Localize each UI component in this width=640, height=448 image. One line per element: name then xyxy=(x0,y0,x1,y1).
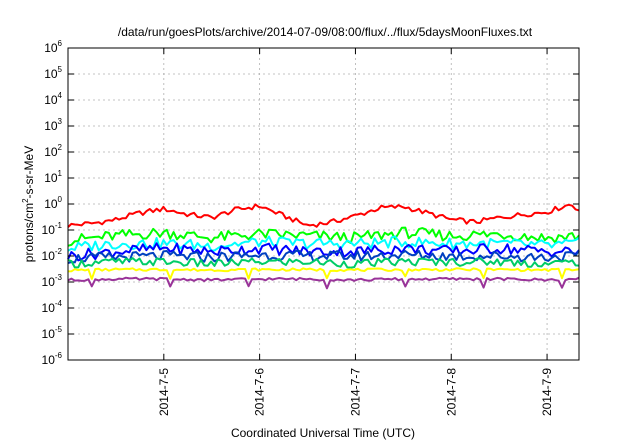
y-tick-base: 10 xyxy=(42,249,56,263)
y-tick-exponent: 6 xyxy=(58,39,63,48)
y-tick-label: 10-2 xyxy=(42,247,63,263)
y-axis-label-main: protons/cm xyxy=(22,203,36,262)
y-tick-label: 106 xyxy=(44,39,62,55)
y-tick-exponent: -1 xyxy=(55,221,63,230)
y-axis-label-rest: -s-sr-MeV xyxy=(22,146,36,199)
y-tick-base: 10 xyxy=(44,119,58,133)
y-tick-base: 10 xyxy=(42,275,56,289)
y-tick-exponent: 2 xyxy=(58,143,63,152)
y-tick-base: 10 xyxy=(42,223,56,237)
chart-title: /data/run/goesPlots/archive/2014-07-09/0… xyxy=(118,25,533,39)
x-tick-label: 2014-7-6 xyxy=(253,368,267,416)
y-tick-label: 100 xyxy=(44,195,62,211)
y-axis-label-superscript: 2 xyxy=(21,198,30,203)
y-axis-label: protons/cm2-s-sr-MeV xyxy=(21,146,36,262)
y-tick-label: 10-4 xyxy=(42,299,63,315)
y-tick-label: 104 xyxy=(44,91,62,107)
y-tick-label: 101 xyxy=(44,169,62,185)
y-tick-label: 103 xyxy=(44,117,62,133)
y-tick-base: 10 xyxy=(42,353,56,367)
y-tick-exponent: 1 xyxy=(58,169,63,178)
y-tick-label: 10-6 xyxy=(42,351,63,367)
y-tick-exponent: 4 xyxy=(58,91,63,100)
y-tick-label: 10-5 xyxy=(42,325,63,341)
series-line xyxy=(67,249,580,265)
series-line xyxy=(67,226,580,247)
y-tick-base: 10 xyxy=(44,67,58,81)
y-tick-exponent: 3 xyxy=(58,117,63,126)
x-tick-label: 2014-7-9 xyxy=(540,368,554,416)
y-tick-base: 10 xyxy=(44,145,58,159)
y-tick-base: 10 xyxy=(44,93,58,107)
y-tick-base: 10 xyxy=(42,301,56,315)
y-tick-exponent: -3 xyxy=(55,273,63,282)
y-tick-exponent: -2 xyxy=(55,247,63,256)
grid-lines xyxy=(68,48,579,360)
y-tick-exponent: 0 xyxy=(58,195,63,204)
series-line xyxy=(67,276,580,290)
y-tick-base: 10 xyxy=(44,41,58,55)
y-axis-ticks: 10-610-510-410-310-210-11001011021031041… xyxy=(42,39,579,367)
y-tick-exponent: 5 xyxy=(58,65,63,74)
y-tick-label: 102 xyxy=(44,143,62,159)
x-axis-label: Coordinated Universal Time (UTC) xyxy=(231,426,415,440)
series-line xyxy=(67,203,580,228)
y-tick-exponent: -4 xyxy=(55,299,63,308)
x-axis-ticks: 2014-7-5 2014-7-6 2014-7-7 2014-7-8 2014-7-9 xyxy=(157,48,554,416)
x-tick-label: 2014-7-8 xyxy=(444,368,458,416)
y-tick-label: 10-3 xyxy=(42,273,63,289)
y-tick-exponent: -5 xyxy=(55,325,63,334)
x-tick-label: 2014-7-7 xyxy=(348,368,362,416)
y-tick-label: 10-1 xyxy=(42,221,63,237)
x-tick-label: 2014-7-5 xyxy=(157,368,171,416)
y-tick-base: 10 xyxy=(44,171,58,185)
series-lines xyxy=(67,203,580,290)
y-tick-label: 105 xyxy=(44,65,62,81)
y-tick-base: 10 xyxy=(42,327,56,341)
y-tick-base: 10 xyxy=(44,197,58,211)
y-tick-exponent: -6 xyxy=(55,351,63,360)
series-line xyxy=(67,257,580,269)
series-line xyxy=(67,267,580,280)
